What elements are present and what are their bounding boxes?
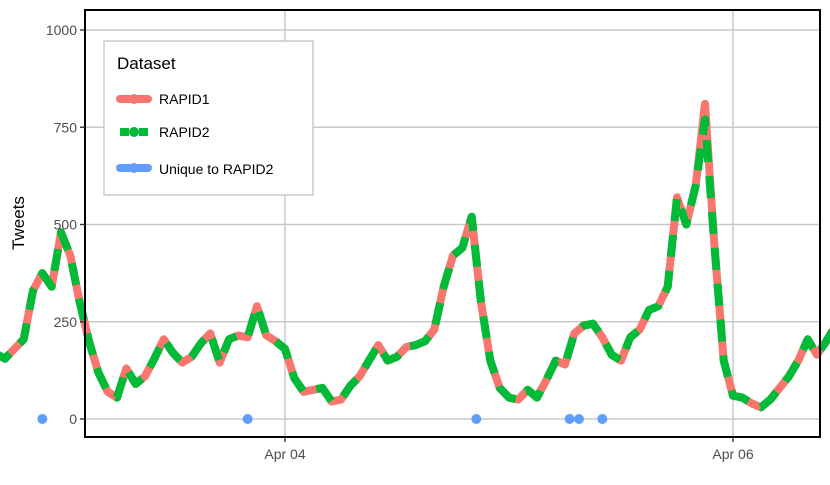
legend-title: Dataset bbox=[117, 54, 176, 73]
x-tick-label: Apr 06 bbox=[712, 446, 753, 462]
x-tick-label: Apr 04 bbox=[264, 446, 305, 462]
y-axis-title: Tweets bbox=[9, 196, 28, 250]
point-unique-to-rapid2 bbox=[37, 414, 48, 424]
legend: Dataset RAPID1 RAPID2 Unique to RAPID2 bbox=[103, 40, 314, 196]
point-unique-to-rapid2 bbox=[564, 414, 575, 424]
point-unique-to-rapid2 bbox=[242, 414, 253, 424]
y-tick-label: 750 bbox=[54, 119, 78, 135]
series-layer bbox=[0, 99, 830, 424]
legend-label-unique: Unique to RAPID2 bbox=[159, 161, 274, 177]
legend-key-rapid2-dot bbox=[129, 127, 139, 137]
point-unique-to-rapid2 bbox=[597, 414, 608, 424]
legend-label-rapid2: RAPID2 bbox=[159, 124, 210, 140]
legend-key-rapid1-dot bbox=[129, 94, 139, 104]
legend-keys bbox=[116, 94, 152, 173]
y-tick-label: 500 bbox=[54, 217, 78, 233]
line-rapid2 bbox=[0, 115, 830, 412]
y-tick-label: 1000 bbox=[46, 22, 77, 38]
point-unique-to-rapid2 bbox=[574, 414, 584, 424]
legend-label-rapid1: RAPID1 bbox=[159, 91, 210, 107]
legend-key-unique-dot bbox=[129, 163, 139, 173]
point-unique-to-rapid2 bbox=[471, 414, 482, 424]
y-tick-label: 250 bbox=[54, 314, 78, 330]
y-tick-label: 0 bbox=[69, 411, 77, 427]
plot-panel-border bbox=[84, 9, 821, 438]
